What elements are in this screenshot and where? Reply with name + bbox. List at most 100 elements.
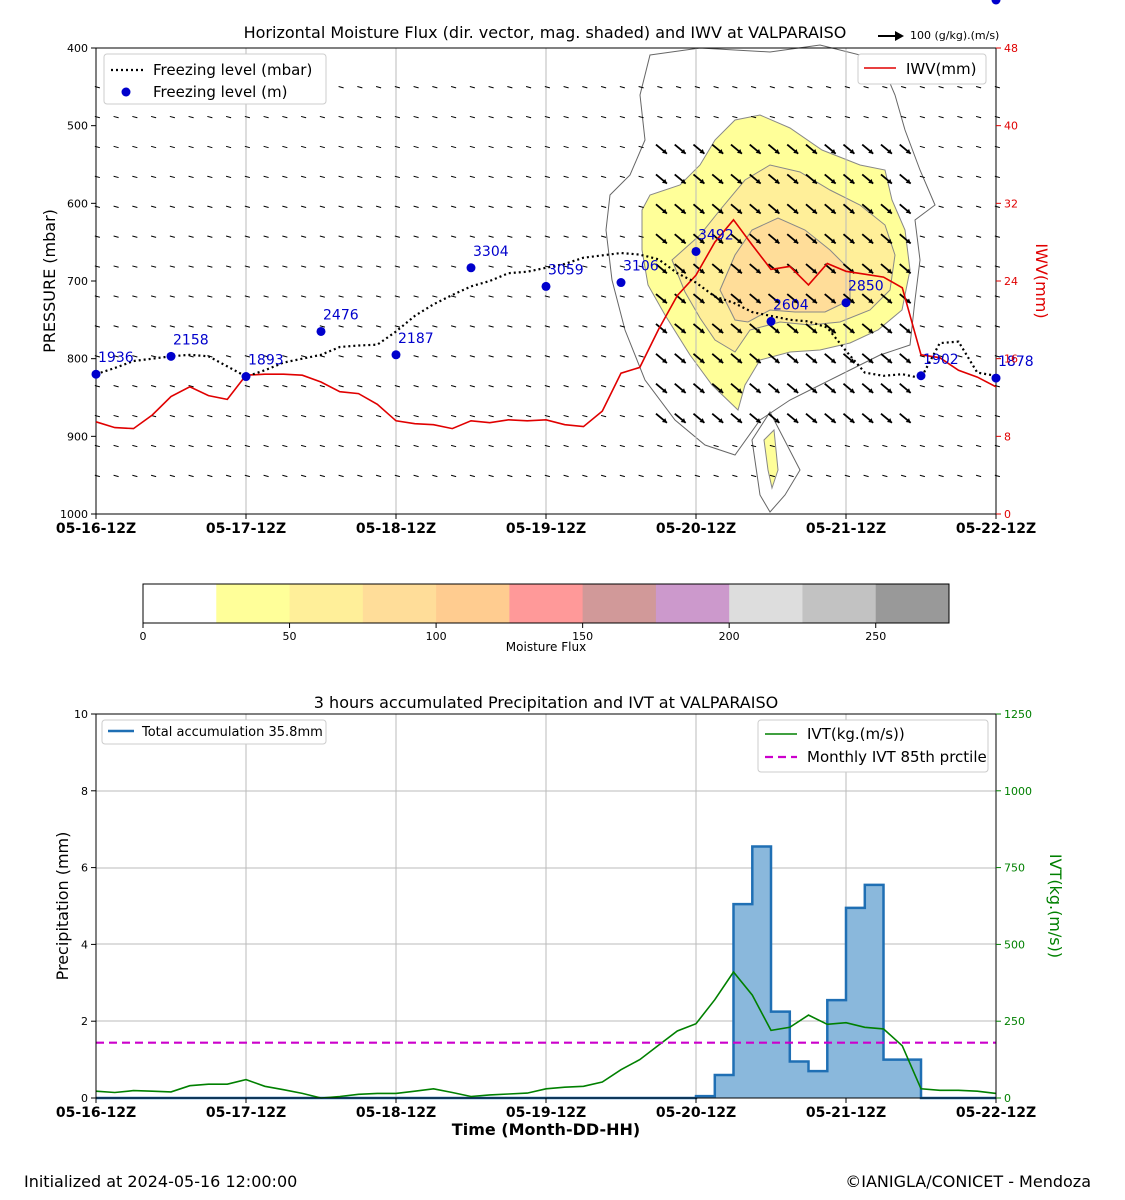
flux-vector [300, 414, 307, 418]
flux-vector [582, 265, 588, 268]
flux-vector [525, 474, 532, 478]
colorbar-cell [509, 584, 584, 623]
flux-vector [488, 385, 494, 388]
flux-vector [394, 115, 400, 119]
flux-vector [732, 444, 738, 448]
flux-vector [263, 385, 269, 388]
ivt-series-line [95, 970, 997, 1099]
flux-vector [113, 385, 119, 388]
flux-vector-head [868, 418, 874, 423]
flux-vector [713, 115, 719, 119]
flux-vector [975, 175, 982, 179]
flux-vector [657, 474, 663, 478]
flux-vector [938, 444, 944, 448]
ivt-tick-label: 1000 [1004, 785, 1032, 798]
flux-vector [319, 145, 325, 149]
flux-vector [563, 265, 569, 268]
flux-vector-head [680, 268, 686, 274]
flux-vector [132, 325, 138, 328]
moisture-flux-colorbar: 0 50 100 150 200 250 Moisture Flux [140, 583, 950, 654]
flux-vector-head [680, 298, 686, 304]
flux-vector [938, 474, 944, 478]
flux-vector [638, 115, 644, 119]
flux-vector [938, 355, 944, 358]
flux-vector-head [830, 328, 836, 334]
flux-vector [563, 115, 569, 119]
flux-vector [582, 474, 588, 478]
precip-tick-label: 10 [74, 708, 88, 721]
flux-vector [863, 115, 869, 119]
flux-vector [169, 265, 175, 268]
flux-vector-head [736, 388, 742, 393]
flux-vector [375, 205, 382, 208]
flux-vector [488, 325, 494, 328]
pressure-tick-label: 800 [67, 353, 88, 366]
flux-vector [169, 474, 175, 478]
flux-vector [582, 205, 588, 208]
time-tick-label: 05-18-12Z [356, 1105, 436, 1121]
flux-vector [919, 145, 925, 149]
pressure-tick-label: 700 [67, 275, 88, 288]
flux-vector [563, 444, 569, 448]
flux-vector [469, 115, 475, 119]
flux-vector [132, 385, 138, 388]
flux-vector [488, 414, 494, 418]
flux-vector [188, 295, 194, 298]
flux-vector-head [793, 208, 799, 214]
colorbar-cell [362, 584, 437, 623]
bottom-left-legend: Total accumulation 35.8mm [101, 719, 327, 745]
flux-vector [732, 115, 738, 119]
flux-vector [132, 115, 138, 119]
flux-vector [188, 175, 194, 179]
flux-vector [282, 474, 288, 478]
flux-vector [938, 86, 944, 89]
flux-vector-head [699, 178, 705, 184]
flux-vector-head [661, 208, 667, 214]
flux-vector [338, 414, 344, 418]
flux-vector [282, 414, 288, 418]
legend-iwv: IWV(mm) [906, 60, 976, 78]
flux-vector [225, 385, 232, 388]
flux-vector [150, 385, 157, 388]
flux-vector [507, 205, 513, 208]
flux-vector [188, 265, 194, 268]
flux-vector-head [886, 328, 892, 334]
flux-vector [375, 385, 382, 388]
flux-vector [975, 474, 982, 478]
freezing-level-label: 2158 [173, 332, 209, 348]
flux-vector [450, 474, 457, 478]
flux-vector [638, 385, 644, 388]
freezing-level-point [766, 316, 776, 326]
flux-vector [319, 265, 325, 268]
freezing-level-label: 3304 [473, 244, 509, 260]
flux-vector [544, 474, 550, 478]
flux-vector [488, 295, 494, 298]
flux-vector-head [849, 178, 855, 184]
flux-vector [394, 295, 400, 298]
top-grid [245, 48, 847, 514]
flux-vector [300, 145, 307, 149]
colorbar-tick-label: 150 [572, 630, 593, 643]
flux-vector [375, 175, 382, 179]
flux-vector [225, 175, 232, 179]
iwv-tick-label: 16 [1004, 353, 1018, 366]
flux-vector-head [905, 208, 911, 214]
flux-vector [619, 175, 625, 179]
pressure-tick-label: 400 [67, 42, 88, 55]
initialized-timestamp: Initialized at 2024-05-16 12:00:00 [24, 1172, 298, 1191]
flux-vector [619, 474, 625, 478]
flux-vector-head [886, 148, 892, 154]
flux-vector [619, 444, 625, 448]
flux-vector [975, 115, 982, 119]
flux-vector [413, 205, 419, 208]
flux-vector [882, 444, 888, 448]
flux-vector [113, 295, 119, 298]
flux-vector-head [886, 298, 892, 304]
flux-vector [525, 265, 532, 268]
flux-vector [957, 115, 963, 119]
flux-vector-head [718, 328, 724, 334]
flux-vector [469, 175, 475, 179]
flux-vector-head [736, 178, 742, 184]
iwv-tick-label: 8 [1004, 430, 1011, 443]
flux-vector [432, 86, 438, 89]
